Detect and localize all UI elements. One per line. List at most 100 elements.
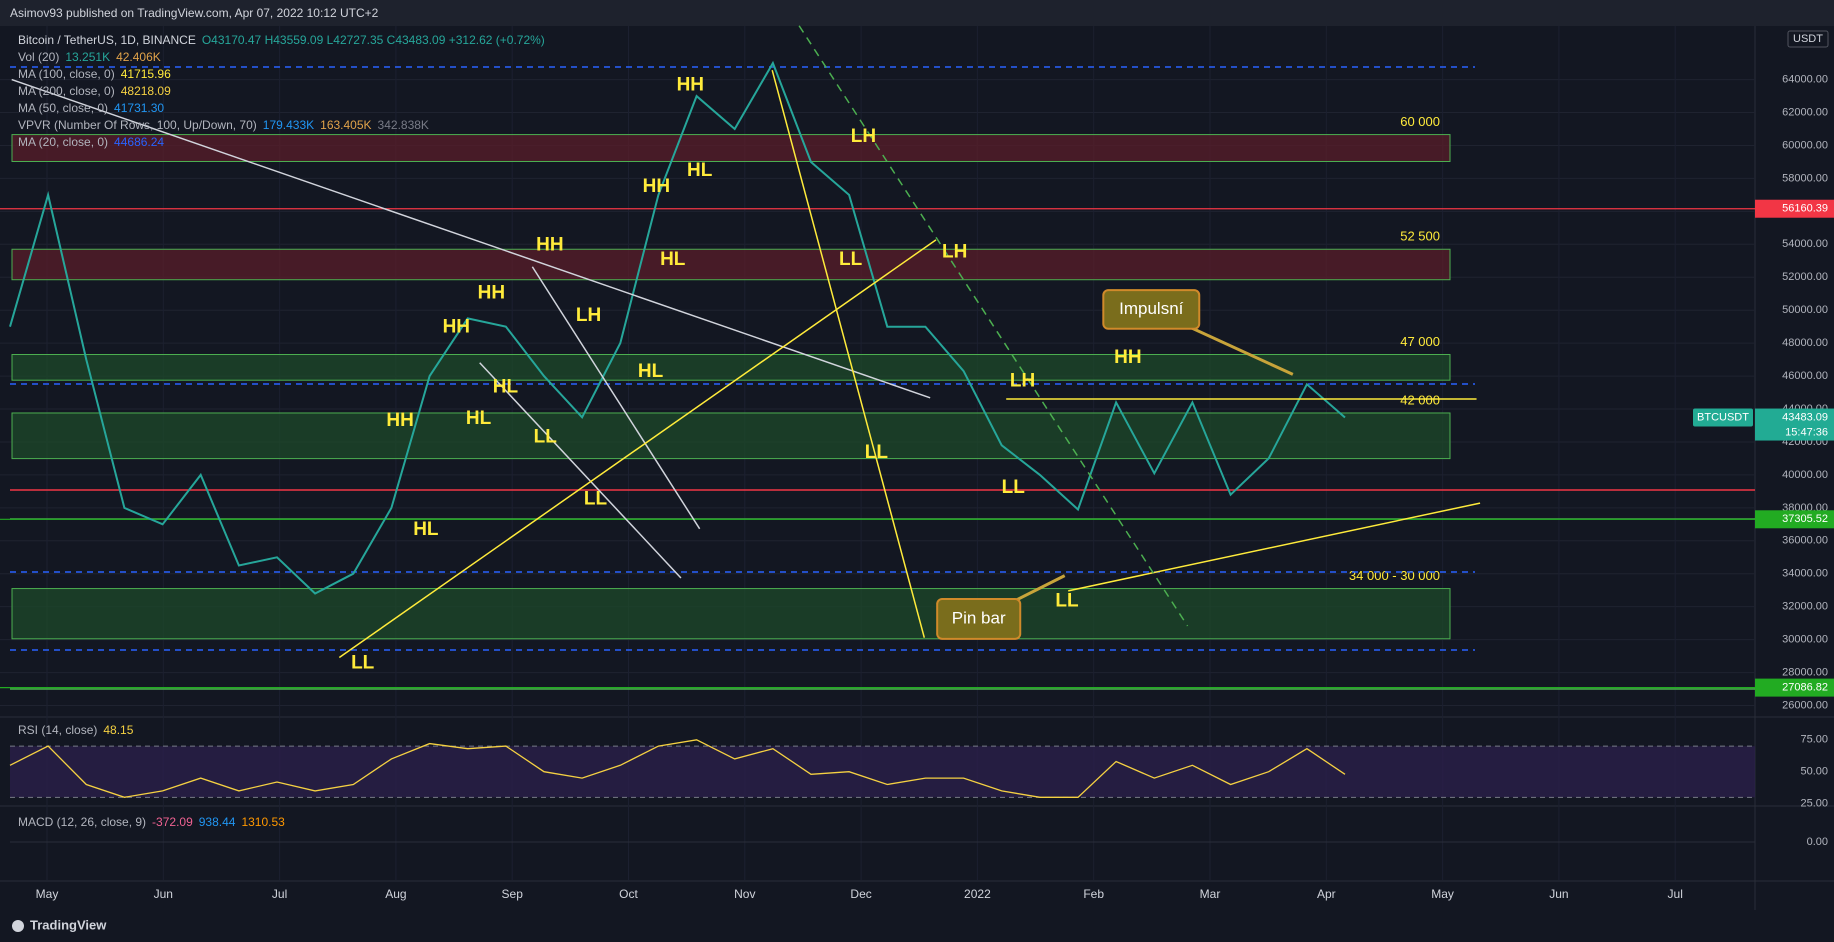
price-tag — [1755, 678, 1834, 697]
y-tick-label: 40000.00 — [1782, 469, 1828, 481]
y-tick-label: 32000.00 — [1782, 601, 1828, 613]
legend-item: 342.838K — [378, 118, 429, 132]
x-tick-label: Feb — [1083, 887, 1104, 901]
y-tick-label: 28000.00 — [1782, 666, 1828, 678]
legend-item: O43170.47 H43559.09 L42727.35 C43483.09 … — [202, 33, 545, 47]
price-tag-label: 56160.39 — [1782, 203, 1828, 215]
legend-line: MA (50, close, 0) 41731.30 — [18, 101, 164, 115]
zone-label: 52 500 — [1400, 229, 1440, 244]
symbol-tag-label: BTCUSDT — [1697, 411, 1749, 423]
callout-box — [1102, 289, 1201, 330]
pattern-label: HH — [478, 283, 505, 304]
x-tick-label: Aug — [385, 887, 406, 901]
pattern-label: HL — [493, 376, 519, 397]
rsi-line — [9, 739, 1346, 798]
trend-line — [11, 78, 931, 399]
header-bar — [0, 0, 1834, 26]
rsi-tick-label: 75.00 — [1800, 734, 1828, 746]
footer-bar — [0, 910, 1834, 942]
y-tick-label: 34000.00 — [1782, 568, 1828, 580]
y-tick-label: 38000.00 — [1782, 502, 1828, 514]
x-tick-label: Nov — [734, 887, 755, 901]
x-tick-label: 2022 — [964, 887, 991, 901]
zone — [11, 354, 1451, 381]
y-tick-label: 60000.00 — [1782, 139, 1828, 151]
trend-line — [798, 25, 1189, 627]
trend-line — [531, 266, 701, 530]
y-tick-label: 26000.00 — [1782, 699, 1828, 711]
zone — [11, 134, 1451, 162]
pattern-label: LL — [351, 652, 375, 673]
legend-line: Vol (20) 13.251K 42.406K — [18, 50, 161, 64]
price-tag — [1755, 199, 1834, 218]
legend-line: VPVR (Number Of Rows, 100, Up/Down, 70) 1… — [18, 118, 429, 132]
pattern-label: HH — [1114, 347, 1141, 368]
pattern-label: HH — [443, 317, 470, 338]
macd-legend: MACD (12, 26, close, 9) -372.09 938.44 1310… — [18, 815, 285, 829]
trend-line — [1068, 502, 1481, 592]
legend-item: 48218.09 — [121, 84, 171, 98]
pattern-label: HL — [638, 361, 664, 382]
price-tag-label: 37305.52 — [1782, 513, 1828, 525]
pattern-label: LL — [865, 442, 889, 463]
legend-line: Bitcoin / TetherUS, 1D, BINANCE O43170.47… — [18, 33, 545, 47]
macd-title: MACD (12, 26, close, 9) — [18, 815, 146, 829]
pattern-label: LL — [534, 427, 558, 448]
legend-item: VPVR (Number Of Rows, 100, Up/Down, 70) — [18, 118, 257, 132]
x-tick-label: Sep — [502, 887, 524, 901]
pattern-label: LH — [576, 305, 601, 326]
callout-text: Impulsní — [1119, 299, 1184, 318]
legend-item: MA (100, close, 0) — [18, 67, 115, 81]
x-tick-label: Jul — [1668, 887, 1683, 901]
pattern-label: LH — [851, 126, 876, 147]
x-tick-label: Mar — [1200, 887, 1221, 901]
pattern-label: LL — [839, 249, 863, 270]
pattern-label: LL — [584, 489, 608, 510]
price-tag — [1755, 408, 1834, 441]
legend-item: Vol (20) — [18, 50, 59, 64]
pattern-label: LH — [942, 242, 967, 263]
zone-label: 34 000 - 30 000 — [1349, 568, 1440, 583]
pattern-label: HL — [413, 519, 439, 540]
legend-line: MA (100, close, 0) 41715.96 — [18, 67, 171, 81]
pattern-label: HH — [536, 235, 563, 256]
zone-label: 60 000 — [1400, 114, 1440, 129]
currency: USDT — [1793, 33, 1823, 45]
y-tick-label: 58000.00 — [1782, 172, 1828, 184]
pattern-label: HH — [677, 74, 704, 95]
y-tick-label: 36000.00 — [1782, 535, 1828, 547]
x-tick-label: Apr — [1317, 887, 1336, 901]
pattern-label: LL — [1002, 477, 1026, 498]
x-tick-label: May — [36, 887, 59, 901]
x-tick-label: Jun — [154, 887, 173, 901]
y-tick-label: 64000.00 — [1782, 74, 1828, 86]
rsi-tick-label: 25.00 — [1800, 798, 1828, 810]
callout-box — [936, 598, 1022, 640]
price-tag-label: 27086.82 — [1782, 682, 1828, 694]
pattern-label: HH — [643, 176, 670, 197]
rsi-tick-label: 50.00 — [1800, 766, 1828, 778]
legend-item: 41731.30 — [114, 101, 164, 115]
price-line-series — [9, 60, 1346, 595]
y-tick-label: 52000.00 — [1782, 271, 1828, 283]
legend-line: MA (200, close, 0) 48218.09 — [18, 84, 171, 98]
footer-brand: TradingView — [30, 917, 107, 932]
legend-item: 13.251K — [65, 50, 110, 64]
pattern-label: HL — [660, 249, 686, 270]
x-tick-label: Jul — [272, 887, 287, 901]
y-tick-label: 48000.00 — [1782, 337, 1828, 349]
rsi-legend: RSI (14, close) 48.15 — [18, 723, 134, 737]
rsi-band — [10, 746, 1755, 798]
y-tick-label: 54000.00 — [1782, 238, 1828, 250]
rsi-last: 48.15 — [103, 723, 133, 737]
legend-item: MA (50, close, 0) — [18, 101, 108, 115]
pattern-label: HL — [466, 408, 492, 429]
zone — [11, 248, 1451, 281]
rsi-title: RSI (14, close) — [18, 723, 97, 737]
x-tick-label: Oct — [619, 887, 638, 901]
callout-text: Pin bar — [952, 608, 1006, 627]
legend-item: Bitcoin / TetherUS, 1D, BINANCE — [18, 33, 196, 47]
pattern-label: HH — [386, 410, 413, 431]
legend-item: 163.405K — [320, 118, 371, 132]
